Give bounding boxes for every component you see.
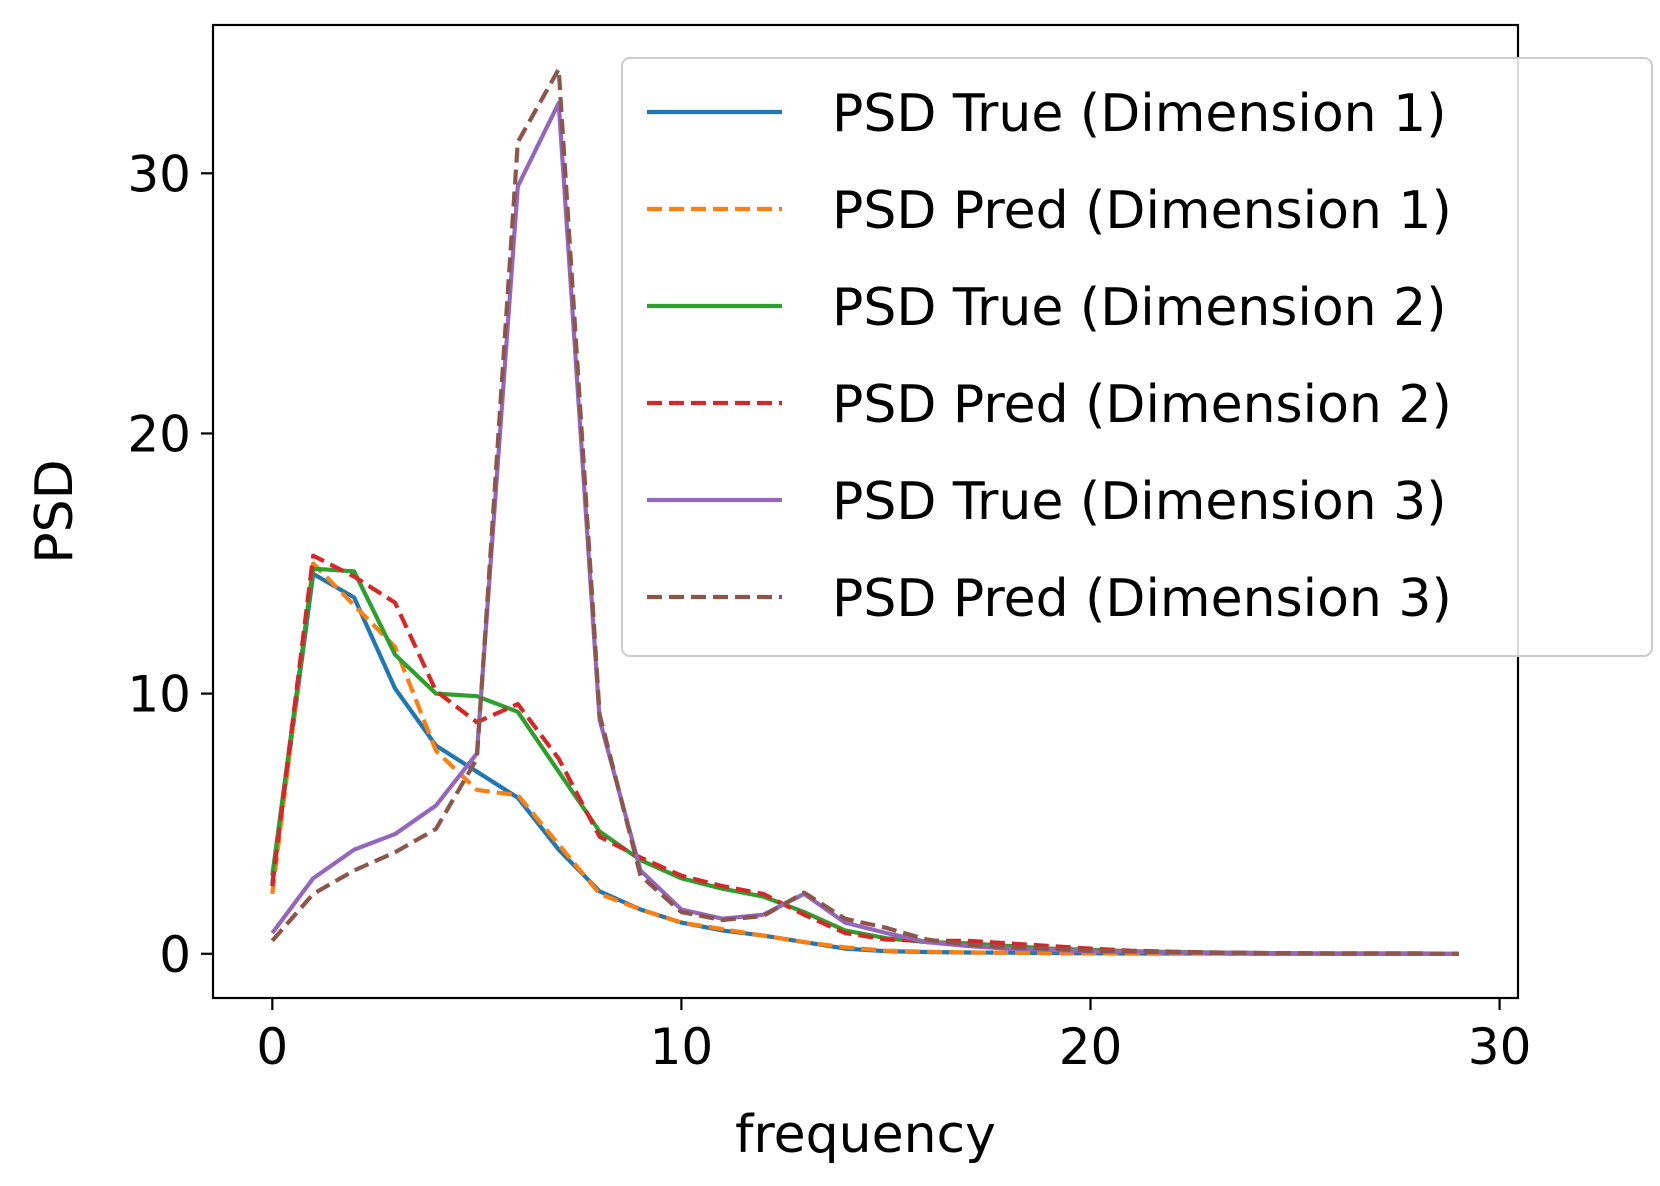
legend-label: PSD True (Dimension 3) — [832, 472, 1447, 532]
legend-label: PSD Pred (Dimension 3) — [832, 569, 1452, 629]
legend-item-3: PSD True (Dimension 2) — [647, 278, 1447, 338]
y-axis-ticks: 0 10 20 30 — [127, 145, 213, 984]
x-tick-label: 0 — [256, 1018, 288, 1076]
legend-item-6: PSD Pred (Dimension 3) — [647, 569, 1452, 629]
x-axis-label: frequency — [735, 1105, 996, 1165]
series-lines — [270, 67, 1459, 956]
legend-label: PSD Pred (Dimension 1) — [832, 181, 1452, 241]
x-tick-label: 10 — [650, 1018, 714, 1076]
legend-item-4: PSD Pred (Dimension 2) — [647, 375, 1452, 435]
x-tick-label: 20 — [1059, 1018, 1123, 1076]
legend-item-2: PSD Pred (Dimension 1) — [647, 181, 1452, 241]
y-tick-label: 20 — [127, 405, 191, 463]
legend: PSD True (Dimension 1) PSD Pred (Dimensio… — [621, 57, 1653, 657]
legend-label: PSD True (Dimension 1) — [832, 84, 1447, 144]
legend-label: PSD Pred (Dimension 2) — [832, 375, 1452, 435]
y-axis-label: PSD — [25, 459, 85, 563]
legend-item-1: PSD True (Dimension 1) — [647, 84, 1447, 144]
y-tick-label: 0 — [159, 926, 191, 984]
legend-label: PSD True (Dimension 2) — [832, 278, 1447, 338]
legend-item-5: PSD True (Dimension 3) — [647, 472, 1447, 532]
y-tick-label: 30 — [127, 145, 191, 203]
legend-box — [621, 57, 1653, 657]
y-tick-label: 10 — [127, 666, 191, 724]
x-axis-ticks: 0 10 20 30 — [256, 998, 1531, 1076]
series-line-6 — [270, 67, 1459, 956]
x-tick-label: 30 — [1468, 1018, 1532, 1076]
